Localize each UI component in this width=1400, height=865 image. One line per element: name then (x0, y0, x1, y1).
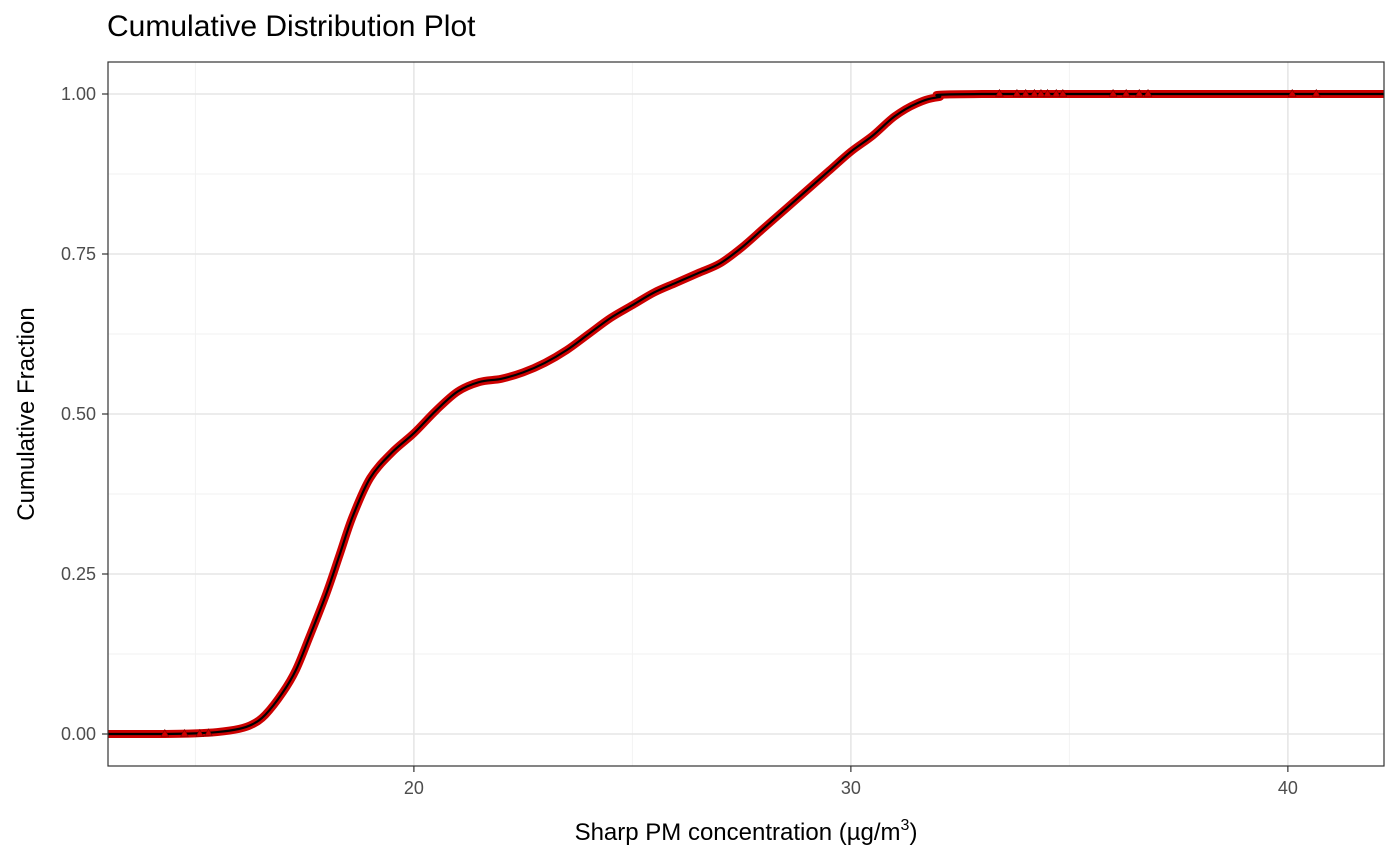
x-axis-title-close: ) (909, 819, 917, 846)
ecdf-point (1134, 88, 1144, 97)
y-tick-label: 0.75 (61, 244, 96, 264)
ecdf-point (995, 88, 1004, 97)
y-tick-label: 0.50 (61, 404, 96, 424)
ecdf-point (1311, 88, 1321, 97)
ecdf-point (1051, 88, 1061, 97)
ecdf-point (1108, 88, 1118, 97)
ecdf-point (204, 728, 213, 737)
x-axis-title: Sharp PM concentration (µg/m3) (575, 817, 918, 846)
ecdf-point (195, 728, 205, 737)
grid-layer (108, 62, 1384, 766)
x-axis-title-superscript: 3 (901, 817, 910, 834)
ecdf-point (1021, 88, 1030, 97)
ecdf-point (180, 728, 189, 737)
axis-layer: 20 30 40 0.00 0.25 0.50 0.75 1.00 (61, 84, 1298, 798)
ecdf-point (1043, 88, 1052, 97)
y-tick-label: 0.25 (61, 564, 96, 584)
x-tick-label: 40 (1278, 778, 1298, 798)
y-tick-label: 1.00 (61, 84, 96, 104)
x-tick-label: 20 (404, 778, 424, 798)
ecdf-point (1012, 88, 1022, 97)
ecdf-line (108, 92, 1384, 736)
x-axis-title-text: Sharp PM concentration (µg/m (575, 819, 901, 846)
ecdf-point (1287, 88, 1297, 97)
ecdf-point (1036, 88, 1046, 97)
ecdf-point (1143, 88, 1153, 97)
data-layer (108, 88, 1384, 738)
y-axis-title: Cumulative Fraction (13, 307, 40, 520)
x-tick-label: 30 (841, 778, 861, 798)
ecdf-point (1121, 88, 1131, 97)
y-tick-label: 0.00 (61, 724, 96, 744)
ecdf-point (1030, 88, 1039, 97)
chart-title: Cumulative Distribution Plot (107, 10, 476, 43)
ecdf-point (1058, 88, 1068, 97)
ecdf-point (160, 728, 170, 737)
